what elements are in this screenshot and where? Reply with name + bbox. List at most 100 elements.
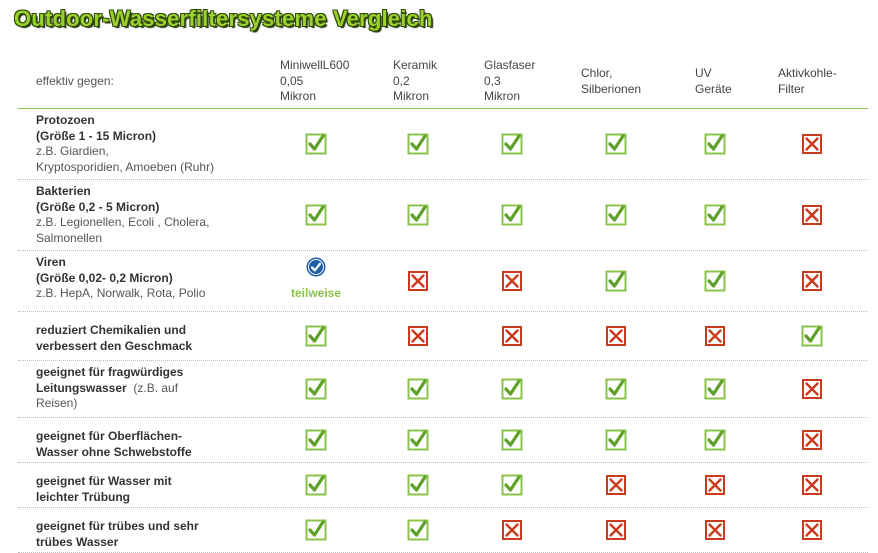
row-label-line: Reisen)	[36, 396, 78, 410]
row-label: Viren (Größe 0,02- 0,2 Micron) z.B. HepA, …	[36, 255, 205, 302]
checkbox-checked-icon	[501, 378, 523, 400]
column-header: MiniwellL600 0,05 Mikron	[280, 58, 349, 105]
row-label-line: Bakterien	[36, 184, 91, 198]
effective-against-label: effektiv gegen:	[36, 74, 114, 88]
column-header-line: Geräte	[695, 81, 732, 96]
column-header-line: Aktivkohle-	[778, 66, 837, 80]
partial-label: teilweise	[290, 286, 342, 300]
column-header: UV Geräte	[695, 66, 732, 97]
checkbox-checked-icon	[605, 270, 627, 292]
row-label-line: (Größe 0,02- 0,2 Micron)	[36, 270, 173, 285]
column-header-line: Mikron	[393, 89, 430, 103]
row-label: geeignet für trübes und sehr trübes Wasse…	[36, 519, 199, 550]
checkbox-cross-icon	[801, 378, 823, 400]
checkbox-checked-icon	[407, 378, 429, 400]
column-header: Aktivkohle- Filter	[778, 66, 837, 97]
checkbox-cross-icon	[605, 474, 627, 496]
checkbox-cross-icon	[704, 474, 726, 496]
checkbox-checked-icon	[704, 204, 726, 226]
row-label-line: Wasser ohne Schwebstoffe	[36, 444, 192, 459]
row-label-line: Leitungswasser (z.B. auf	[36, 380, 179, 395]
row-label-line: (Größe 1 - 15 Micron)	[36, 128, 157, 143]
checkbox-checked-icon	[305, 325, 327, 347]
checkbox-checked-icon	[704, 378, 726, 400]
page-title: Outdoor-Wasserfiltersysteme Vergleich	[14, 6, 433, 31]
column-header-line: Mikron	[484, 89, 521, 103]
checkbox-cross-icon	[501, 325, 523, 347]
row-label-line: geeignet für Wasser mit	[36, 474, 172, 488]
row-label-line: geeignet für trübes und sehr	[36, 519, 199, 533]
row-label-line: geeignet für fragwürdiges	[36, 365, 184, 379]
checkbox-checked-icon	[801, 325, 823, 347]
checkbox-checked-icon	[704, 133, 726, 155]
checkbox-cross-icon	[801, 474, 823, 496]
checkbox-cross-icon	[704, 519, 726, 541]
column-header: Glasfaser 0,3 Mikron	[484, 58, 535, 105]
column-header-line: MiniwellL600	[280, 58, 350, 72]
checkbox-checked-icon	[305, 378, 327, 400]
table-row: Viren (Größe 0,02- 0,2 Micron) z.B. HepA, …	[18, 251, 868, 312]
checkbox-checked-icon	[501, 133, 523, 155]
checkbox-checked-icon	[407, 429, 429, 451]
column-header-line: 0,2	[393, 73, 410, 88]
checkbox-checked-icon	[407, 133, 429, 155]
row-label-line: Viren	[36, 255, 66, 269]
checkbox-checked-icon	[501, 474, 523, 496]
checkbox-checked-icon	[605, 429, 627, 451]
checkbox-cross-icon	[801, 429, 823, 451]
checkbox-cross-icon	[407, 270, 429, 292]
row-label: geeignet für fragwürdiges Leitungswasser …	[36, 365, 183, 412]
column-header-line: Mikron	[280, 89, 317, 103]
column-header-line: Filter	[778, 81, 805, 96]
checkbox-cross-icon	[605, 519, 627, 541]
column-header-line: Glasfaser	[484, 58, 536, 72]
checkbox-checked-icon	[407, 519, 429, 541]
row-label: reduziert Chemikalien und verbessert den …	[36, 323, 192, 354]
checkbox-checked-icon	[305, 474, 327, 496]
checkbox-checked-icon	[605, 378, 627, 400]
checkbox-cross-icon	[407, 325, 429, 347]
row-label-line: trübes Wasser	[36, 534, 119, 549]
row-label-line: Salmonellen	[36, 230, 103, 245]
table-row: Protozoen (Größe 1 - 15 Micron) z.B. Giard…	[18, 109, 868, 180]
table-row: geeignet für trübes und sehr trübes Wasse…	[18, 508, 868, 553]
row-label-line: leichter Trübung	[36, 489, 131, 504]
blue-check-badge-icon	[306, 257, 326, 277]
checkbox-checked-icon	[704, 429, 726, 451]
checkbox-checked-icon	[305, 519, 327, 541]
row-label-line: z.B. Legionellen, Ecoli , Cholera,	[36, 215, 210, 229]
row-label-line: z.B. HepA, Norwalk, Rota, Polio	[36, 286, 206, 300]
column-header-line: Keramik	[393, 58, 438, 72]
comparison-table: effektiv gegen: MiniwellL600 0,05 Mikron Ke…	[18, 50, 868, 553]
table-row: geeignet für Wasser mit leichter Trübung	[18, 463, 868, 508]
checkbox-checked-icon	[704, 270, 726, 292]
row-label-line: reduziert Chemikalien und	[36, 323, 187, 337]
table-row: geeignet für fragwürdiges Leitungswasser …	[18, 361, 868, 418]
row-label-line: Kryptosporidien, Amoeben (Ruhr)	[36, 159, 215, 174]
checkbox-cross-icon	[801, 270, 823, 292]
checkbox-cross-icon	[605, 325, 627, 347]
row-label: geeignet für Oberflächen- Wasser ohne Sch…	[36, 429, 192, 460]
checkbox-cross-icon	[801, 133, 823, 155]
checkbox-checked-icon	[305, 133, 327, 155]
checkbox-cross-icon	[704, 325, 726, 347]
checkbox-checked-icon	[305, 429, 327, 451]
row-label: Protozoen (Größe 1 - 15 Micron) z.B. Giard…	[36, 113, 214, 175]
checkbox-checked-icon	[407, 474, 429, 496]
checkbox-checked-icon	[501, 429, 523, 451]
table-row: geeignet für Oberflächen- Wasser ohne Sch…	[18, 418, 868, 463]
column-header: Keramik 0,2 Mikron	[393, 58, 437, 105]
checkbox-cross-icon	[501, 519, 523, 541]
checkbox-checked-icon	[305, 204, 327, 226]
checkbox-cross-icon	[801, 519, 823, 541]
row-label: Bakterien (Größe 0,2 - 5 Micron) z.B. Legi…	[36, 184, 209, 246]
row-label-line: Protozoen	[36, 113, 95, 127]
column-header-line: 0,05	[280, 73, 304, 88]
checkbox-checked-icon	[605, 204, 627, 226]
checkbox-checked-icon	[407, 204, 429, 226]
column-header-line: 0,3	[484, 73, 501, 88]
table-row: Bakterien (Größe 0,2 - 5 Micron) z.B. Legi…	[18, 180, 868, 251]
checkbox-cross-icon	[501, 270, 523, 292]
row-label-line: (Größe 0,2 - 5 Micron)	[36, 199, 160, 214]
column-header-line: Chlor,	[581, 66, 613, 80]
